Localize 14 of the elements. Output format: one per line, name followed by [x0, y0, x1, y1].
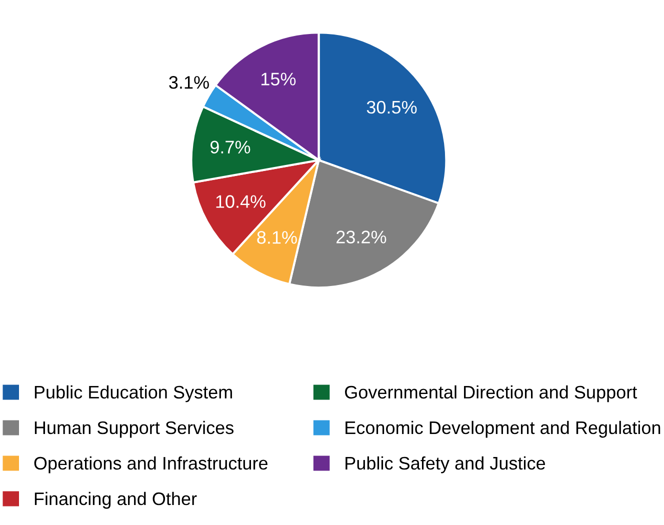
data-label: 30.5%	[366, 100, 417, 114]
data-label: 8.1%	[257, 231, 297, 244]
data-label: 10.4%	[216, 195, 266, 208]
data-label: 23.2%	[336, 230, 386, 244]
legend-label: Public Safety and Justice	[346, 456, 546, 474]
legend-label: Public Education System	[34, 385, 232, 402]
data-label: 9.7%	[210, 140, 250, 154]
legend-label: Governmental Direction and Support	[345, 385, 638, 402]
legend-label: Financing and Other	[34, 492, 197, 509]
legend-label: Economic Development and Regulation	[346, 420, 660, 438]
legend-label: Human Support Services	[34, 420, 234, 438]
data-label: 3.1%	[169, 76, 209, 89]
legend-label: Operations and Infrastructure	[34, 456, 268, 474]
data-label: 15%	[262, 72, 296, 86]
